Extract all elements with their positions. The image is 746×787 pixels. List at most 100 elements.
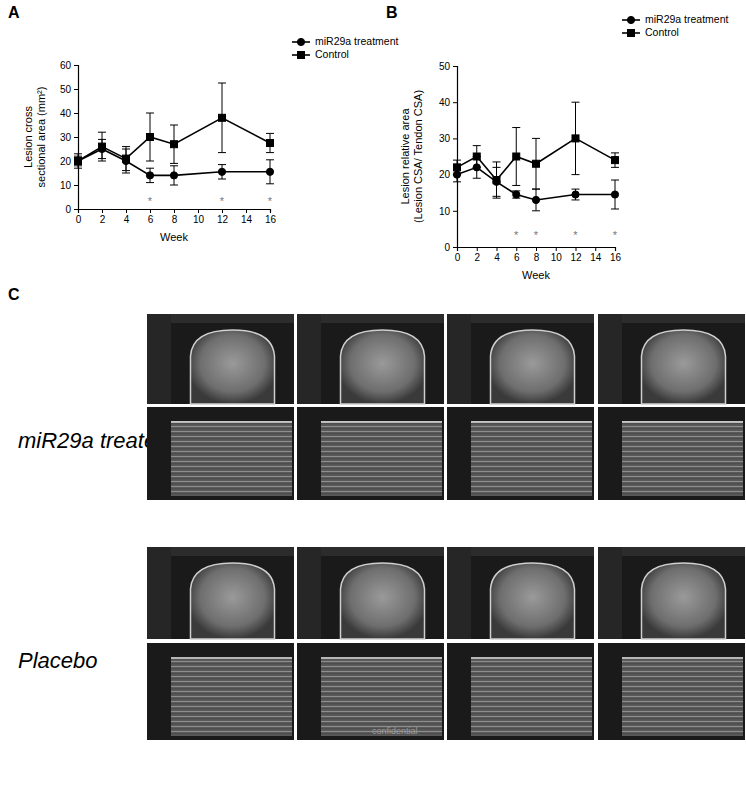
error-bar <box>74 156 82 166</box>
ultrasound-image <box>598 547 745 639</box>
error-bar-cap <box>122 170 130 171</box>
x-tick-label: 14 <box>590 252 602 263</box>
point <box>147 134 154 141</box>
error-bar <box>146 113 154 161</box>
tendon-surface <box>471 657 592 659</box>
tendon-longitudinal <box>171 657 292 736</box>
y-axis-title-line: (Lesion CSA/ Tendon CSA) <box>412 90 424 223</box>
y-tick-label: 20 <box>60 156 72 167</box>
point <box>146 172 153 179</box>
y-tick-mark <box>74 209 78 210</box>
x-tick-label: 10 <box>193 214 205 225</box>
x-tick: 10 <box>193 209 205 225</box>
error-bar-cap <box>473 167 481 168</box>
point <box>513 191 520 198</box>
point <box>473 153 480 160</box>
y-axis: 01020304050 <box>439 61 458 253</box>
y-tick-mark <box>453 211 457 212</box>
error-bar <box>532 189 540 211</box>
tendon-longitudinal <box>471 657 592 736</box>
point <box>74 157 81 164</box>
x-tick-mark <box>615 247 616 251</box>
point <box>99 143 106 150</box>
ultrasound-image <box>297 314 444 404</box>
error-bar <box>170 166 178 185</box>
x-tick: 8 <box>172 209 178 225</box>
x-tick-label: 8 <box>534 252 540 263</box>
tendon-longitudinal <box>471 421 592 496</box>
error-bar-cap <box>453 181 461 182</box>
y-tick-label: 20 <box>439 169 451 180</box>
image-background <box>147 314 294 404</box>
y-tick-mark <box>74 89 78 90</box>
legend-item: miR29a treatment <box>622 13 729 25</box>
y-tick: 30 <box>60 132 78 143</box>
tendon-cross-section <box>341 563 425 639</box>
figure: A02468101214160102030405060WeekLesion cr… <box>0 0 746 787</box>
error-bar <box>218 165 226 179</box>
x-tick: 12 <box>217 209 229 225</box>
point <box>123 155 130 162</box>
y-tick-label: 30 <box>439 133 451 144</box>
ultrasound-image <box>598 314 745 404</box>
point <box>611 191 618 198</box>
x-tick-label: 16 <box>610 252 622 263</box>
legend-label: Control <box>315 48 349 60</box>
tendon-cross-section <box>642 330 726 404</box>
panel-label: C <box>8 286 20 303</box>
error-bar-cap <box>266 159 274 160</box>
y-tick: 10 <box>439 206 457 217</box>
series <box>453 102 619 198</box>
point <box>572 135 579 142</box>
error-bar-cap <box>493 198 501 199</box>
error-bar-cap <box>611 208 619 209</box>
error-bar-cap <box>266 152 274 153</box>
y-axis-line <box>74 66 79 210</box>
ultrasound-image <box>297 407 444 500</box>
x-tick: 0 <box>76 209 82 225</box>
error-bar-cap <box>218 152 226 153</box>
x-tick-mark <box>174 209 175 213</box>
tendon-cross-section <box>191 563 275 639</box>
tendon-longitudinal <box>622 657 743 736</box>
significance-marker: * <box>534 229 539 241</box>
ultrasound-image <box>297 547 444 639</box>
x-tick-label: 2 <box>474 252 480 263</box>
error-bar-cap <box>473 145 481 146</box>
point <box>532 196 539 203</box>
y-tick: 0 <box>444 242 457 253</box>
x-tick: 2 <box>474 247 480 263</box>
legend-item: miR29a treatment <box>292 35 399 47</box>
image-background <box>297 547 444 639</box>
error-bar-cap <box>146 161 154 162</box>
y-axis-title-line: Lesion cross <box>22 106 34 168</box>
image-sidebar <box>598 547 622 639</box>
legend-marker <box>627 16 634 23</box>
legend-item: Control <box>292 48 349 60</box>
error-bar <box>473 146 481 168</box>
tendon-longitudinal <box>171 421 292 496</box>
x-tick-label: 14 <box>241 214 253 225</box>
image-sidebar <box>447 314 471 404</box>
x-axis: 0246810121416 <box>76 209 277 225</box>
y-tick-mark <box>74 185 78 186</box>
x-tick-mark <box>556 247 557 251</box>
image-sidebar <box>147 314 171 404</box>
error-bar-cap <box>532 189 540 190</box>
x-tick-mark <box>126 209 127 213</box>
error-bar-cap <box>218 179 226 180</box>
row-label: miR29a treated <box>18 428 169 453</box>
x-axis-line <box>458 248 616 252</box>
tendon-cross-section <box>491 563 575 639</box>
y-tick-label: 40 <box>60 108 72 119</box>
error-bar-cap <box>611 180 619 181</box>
image-sidebar <box>598 314 622 404</box>
x-tick: 6 <box>514 247 520 263</box>
x-tick-label: 12 <box>570 252 582 263</box>
x-axis-title: Week <box>160 231 188 243</box>
y-tick-label: 50 <box>439 61 451 72</box>
watermark: confidential <box>372 726 418 736</box>
image-background <box>598 314 745 404</box>
x-tick-label: 4 <box>124 214 130 225</box>
error-bar-cap <box>122 146 130 147</box>
